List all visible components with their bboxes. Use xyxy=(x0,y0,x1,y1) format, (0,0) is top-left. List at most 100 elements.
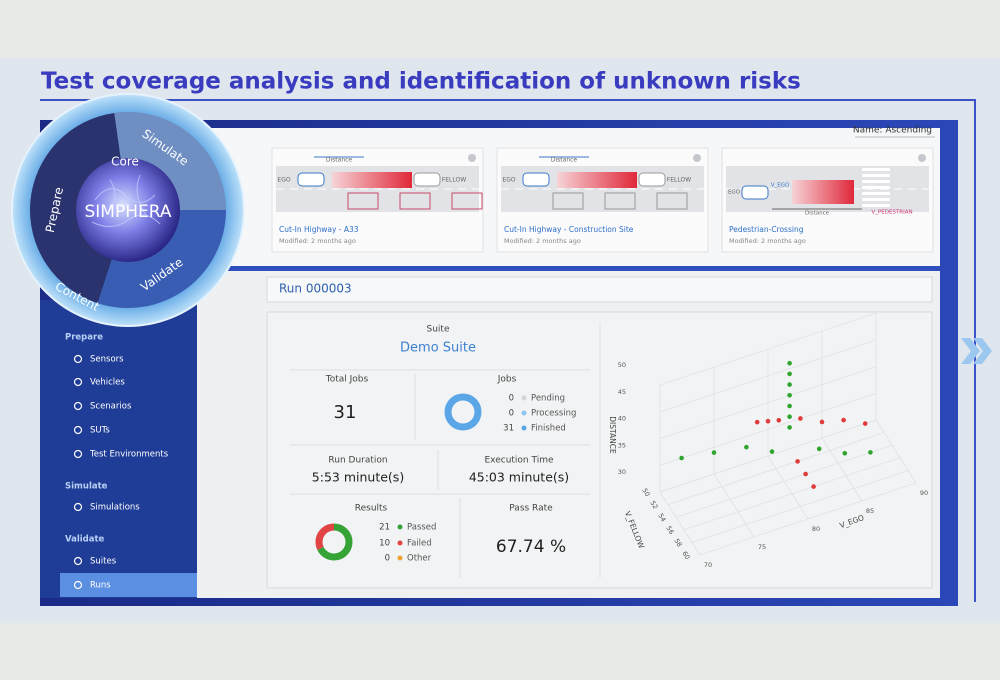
scatter-point xyxy=(711,450,717,455)
card-modified: Modified: 2 months ago xyxy=(279,237,356,245)
diagram-label: Distance xyxy=(805,211,830,217)
scatter-point xyxy=(765,418,771,424)
sidebar-item[interactable]: Sensors xyxy=(90,355,124,365)
grid-line xyxy=(767,455,809,520)
legend-count: 31 xyxy=(503,424,514,434)
scatter-point xyxy=(769,449,775,454)
sidebar-item[interactable]: SUTs xyxy=(90,426,110,436)
scatter-point xyxy=(787,393,792,398)
sidebar-item[interactable]: Vehicles xyxy=(90,378,125,388)
sort-select[interactable]: Name: Ascending xyxy=(853,126,932,136)
x-tick-label: 70 xyxy=(704,561,712,569)
diagram-label: EGO xyxy=(277,177,290,184)
legend-dot xyxy=(397,540,403,546)
scatter-point xyxy=(868,450,873,455)
ego-car xyxy=(297,172,325,187)
scatter-point xyxy=(787,360,792,366)
car xyxy=(347,192,379,210)
z-tick-label: 45 xyxy=(618,388,626,396)
crosswalk xyxy=(862,186,890,189)
sidebar-item[interactable]: Simulations xyxy=(90,503,140,513)
card-menu xyxy=(693,154,701,162)
scatter-point xyxy=(787,382,792,387)
region xyxy=(557,172,637,188)
suite-label: Suite xyxy=(427,325,450,335)
legend-count: 0 xyxy=(509,394,514,404)
card-modified: Modified: 2 months ago xyxy=(729,237,806,245)
car xyxy=(656,192,688,210)
suite-name[interactable]: Demo Suite xyxy=(400,341,476,356)
scatter-point xyxy=(841,417,846,423)
fellow-car xyxy=(638,172,666,187)
scatter-point xyxy=(787,371,792,377)
exec-time: 45:03 minute(s) xyxy=(469,470,569,485)
scatter-point xyxy=(787,425,792,430)
grid-line xyxy=(691,470,909,543)
region xyxy=(792,180,854,204)
item-icon xyxy=(73,580,83,590)
frame-line xyxy=(40,99,976,602)
diagram-label: Distance xyxy=(326,157,353,164)
card-title: Cut-In Highway - Construction Site xyxy=(504,225,634,234)
legend-dot xyxy=(397,555,403,561)
jobs-label: Jobs xyxy=(497,375,517,385)
legend-dot xyxy=(397,524,403,530)
scatter-point xyxy=(842,451,848,456)
x-tick-label: 85 xyxy=(866,507,874,515)
scatter-point xyxy=(754,419,760,425)
diagram-label: Distance xyxy=(551,157,578,164)
scatter-point xyxy=(679,455,684,461)
run-header xyxy=(266,276,933,303)
sidebar-item[interactable]: Suites xyxy=(90,557,117,567)
diagram-label: FELLOW xyxy=(442,177,466,184)
ego-car xyxy=(741,185,769,200)
item-icon xyxy=(73,354,83,364)
item-icon xyxy=(73,502,83,512)
legend-count: 21 xyxy=(379,523,390,533)
scatter-point xyxy=(862,421,868,426)
car xyxy=(552,192,584,210)
scatter-point xyxy=(787,414,792,420)
pass-rate: 67.74 % xyxy=(496,537,566,557)
sidebar-item[interactable]: Scenarios xyxy=(90,402,132,412)
z-axis-title: DISTANCE xyxy=(608,416,617,454)
grid-line xyxy=(667,432,885,505)
z-tick-label: 35 xyxy=(618,441,626,449)
diagram-label: FELLOW xyxy=(667,177,691,184)
duration: 5:53 minute(s) xyxy=(312,470,404,485)
item-icon xyxy=(73,425,83,435)
sidebar-item[interactable]: Test Environments xyxy=(89,450,169,460)
x-tick-label: 80 xyxy=(812,525,820,533)
crosswalk xyxy=(862,192,890,195)
diagram-label: EGO xyxy=(728,190,741,196)
sidebar-heading: Validate xyxy=(65,535,105,545)
grid-line xyxy=(699,482,917,556)
grid-line xyxy=(713,473,755,538)
crosswalk xyxy=(862,174,890,177)
grid-line xyxy=(875,419,917,484)
crosswalk xyxy=(862,198,890,201)
card-title: Cut-In Highway - A33 xyxy=(279,225,359,234)
y-tick-label: 52 xyxy=(648,499,659,510)
y-tick-label: 58 xyxy=(672,537,683,548)
scatter-point xyxy=(819,419,825,425)
car xyxy=(399,192,431,210)
logo-core: Core xyxy=(111,155,139,169)
sidebar-item[interactable]: Runs xyxy=(90,581,111,591)
diagram-label: V_PEDESTRIAN xyxy=(871,210,912,216)
scatter-point xyxy=(744,444,749,450)
x-tick-label: 75 xyxy=(758,543,766,551)
legend-label: Pending xyxy=(531,394,565,404)
y-tick-label: 60 xyxy=(680,550,691,561)
chevrons xyxy=(961,338,992,364)
legend-label: Finished xyxy=(531,424,566,434)
scatter-point xyxy=(816,446,822,452)
headline: Test coverage analysis and identificatio… xyxy=(41,69,801,95)
item-icon xyxy=(73,401,83,411)
legend-count: 0 xyxy=(509,409,514,419)
y-tick-label: 50 xyxy=(640,487,651,498)
card-menu xyxy=(468,154,476,162)
pass-rate-label: Pass Rate xyxy=(509,504,553,514)
